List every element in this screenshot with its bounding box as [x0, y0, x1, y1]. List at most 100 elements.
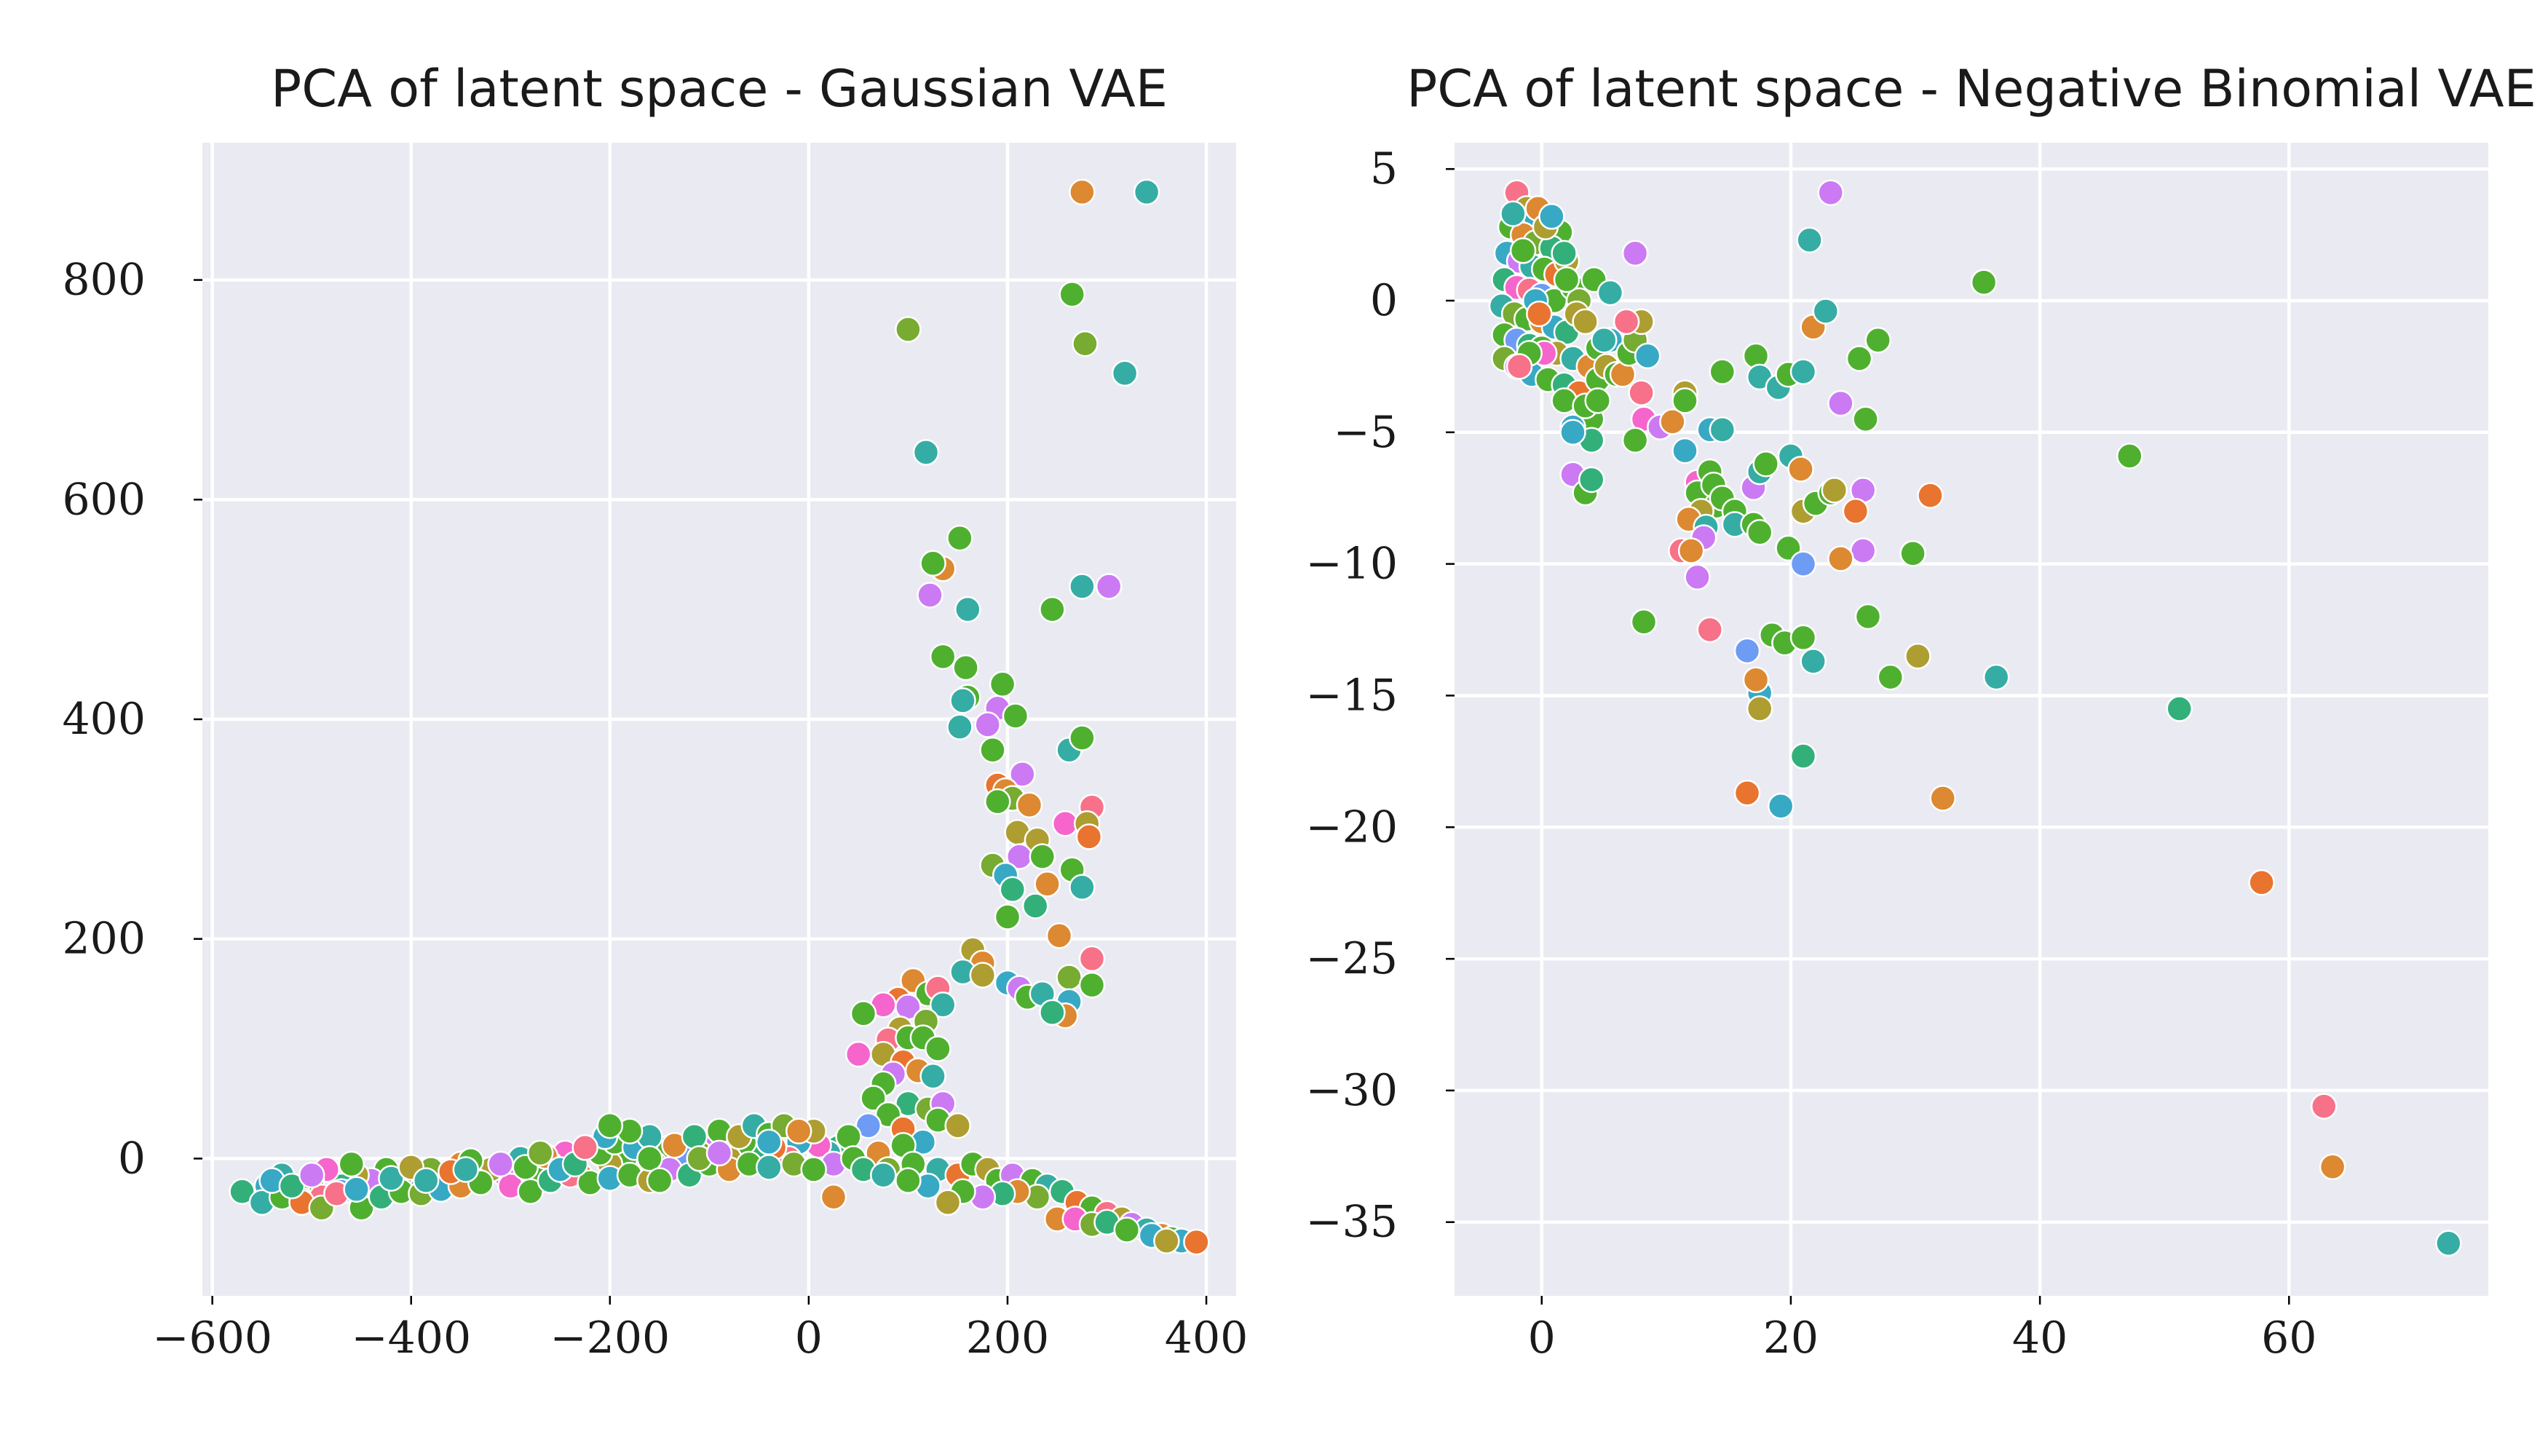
gaussian-vae-x-tick-label: 200 [966, 1313, 1050, 1364]
negative-binomial-vae-y-tick-label: 0 [1370, 275, 1398, 326]
negative-binomial-vae-scatter-point [1789, 358, 1817, 385]
negative-binomial-vae-scatter-point [1526, 300, 1553, 328]
negative-binomial-vae-scatter-point [1634, 342, 1661, 370]
negative-binomial-vae-x-tick-label: 40 [2012, 1313, 2068, 1364]
gaussian-vae-scatter-point [954, 596, 981, 623]
gaussian-vae-scatter-point [934, 1189, 962, 1216]
negative-binomial-vae-scatter-point [1845, 345, 1873, 372]
gaussian-vae-scatter-point [412, 1167, 440, 1194]
negative-binomial-vae-x-tick-label: 20 [1763, 1313, 1819, 1364]
negative-binomial-vae-grid [1455, 143, 2488, 1296]
negative-binomial-vae-scatter-point [1559, 419, 1586, 446]
negative-binomial-vae-scatter-point [1849, 537, 1877, 564]
gaussian-vae-scatter-point [1056, 964, 1083, 991]
negative-binomial-vae-scatter-point [1709, 358, 1736, 385]
negative-binomial-vae-scatter-point [1789, 624, 1817, 652]
negative-binomial-vae-scatter-point [1506, 353, 1533, 380]
gaussian-vae-y-tick-label: 800 [62, 255, 146, 306]
gaussian-vae-scatter-point [999, 876, 1026, 903]
gaussian-vae-scatter-point [487, 1150, 514, 1178]
negative-binomial-vae-scatter-point [1917, 482, 1944, 509]
gaussian-vae-scatter-point [1069, 724, 1096, 751]
gaussian-vae-scatter-point [1078, 971, 1106, 999]
negative-binomial-vae-scatter-point [1551, 240, 1578, 267]
gaussian-vae-scatter-point [1078, 945, 1106, 973]
gaussian-vae-grid [202, 143, 1236, 1296]
gaussian-vae-scatter-point [855, 1112, 882, 1139]
negative-binomial-vae-scatter-point [2248, 869, 2275, 896]
negative-binomial-vae-scatter-point [1842, 498, 1870, 525]
negative-binomial-vae-scatter-point [1982, 663, 2010, 691]
gaussian-vae-scatter-point [979, 736, 1006, 764]
gaussian-vae-scatter-point [929, 991, 957, 1018]
gaussian-vae-y-tick-label: 0 [118, 1133, 146, 1184]
negative-binomial-vae-scatter-point [2116, 443, 2143, 470]
gaussian-vae-scatter-point [860, 1085, 887, 1112]
negative-binomial-vae-y-tick-label: −35 [1305, 1197, 1398, 1248]
gaussian-vae-scatter-point [1069, 874, 1096, 901]
negative-binomial-vae-scatter-point [1597, 279, 1624, 306]
negative-binomial-vae-title: PCA of latent space - Negative Binomial … [1406, 59, 2536, 119]
gaussian-vae-scatter-point [343, 1176, 370, 1203]
gaussian-vae-scatter-point [338, 1150, 365, 1178]
gaussian-vae-scatter-point [1113, 1216, 1141, 1243]
gaussian-vae-scatter-point [1111, 360, 1139, 387]
negative-binomial-vae-scatter-point [1591, 326, 1618, 354]
gaussian-vae-scatter-point [870, 1161, 897, 1189]
gaussian-vae-scatter-point [929, 643, 957, 670]
gaussian-vae-scatter-point [949, 687, 976, 714]
negative-binomial-vae-scatter-point [1970, 269, 1998, 296]
gaussian-vae-scatter-point [850, 1000, 877, 1027]
gaussian-vae-scatter-point [952, 654, 979, 681]
gaussian-vae-scatter-point [636, 1145, 663, 1172]
gaussian-vae-scatter-point [989, 670, 1016, 697]
negative-binomial-vae-scatter-point [1733, 637, 1761, 665]
gaussian-vae-x-tick-label: −400 [351, 1313, 471, 1364]
gaussian-vae-scatter-point [917, 582, 943, 609]
gaussian-vae-scatter-point [800, 1156, 827, 1183]
gaussian-vae-scatter-point [1002, 703, 1029, 729]
negative-binomial-vae-scatter-point [1812, 298, 1840, 325]
negative-binomial-vae-x-tick-label: 60 [2261, 1313, 2316, 1364]
negative-binomial-vae-scatter-point [1827, 545, 1854, 572]
negative-binomial-vae-scatter-point [1628, 379, 1655, 406]
gaussian-vae-scatter-point [919, 550, 946, 577]
gaussian-vae-scatter-point [984, 788, 1011, 815]
gaussian-vae-scatter-point [298, 1161, 325, 1189]
negative-binomial-vae-scatter-point [1767, 793, 1795, 820]
negative-binomial-vae-scatter-point [1733, 780, 1761, 807]
negative-binomial-vae-y-tick-label: −20 [1305, 802, 1398, 852]
gaussian-vae-scatter-point [1039, 596, 1066, 623]
gaussian-vae-scatter-point [1069, 178, 1096, 206]
gaussian-vae-scatter-point [1034, 871, 1061, 898]
negative-binomial-vae-scatter-point [1572, 308, 1599, 336]
gaussian-vae-scatter-point [596, 1112, 624, 1139]
negative-binomial-vae-y-tick-label: −30 [1305, 1065, 1398, 1116]
gaussian-vae-scatter-point [1072, 330, 1099, 357]
gaussian-vae-scatter-point [1021, 893, 1049, 919]
negative-binomial-vae-y-tick-label: −10 [1305, 539, 1398, 590]
gaussian-vae-scatter-point [705, 1139, 733, 1167]
gaussian-vae-scatter-point [969, 962, 997, 989]
negative-binomial-vae-scatter-point [1899, 539, 1926, 567]
negative-binomial-vae-y-tick-label: −5 [1334, 407, 1398, 458]
gaussian-vae-scatter-point [756, 1154, 783, 1181]
negative-binomial-vae-scatter-point [1677, 537, 1705, 564]
gaussian-vae-title: PCA of latent space - Gaussian VAE [271, 59, 1168, 119]
negative-binomial-vae-scatter-point [1796, 226, 1823, 254]
gaussian-vae-scatter-point [1153, 1227, 1180, 1254]
negative-binomial-vae-scatter-point [1630, 608, 1658, 636]
gaussian-vae-scatter-point [1059, 280, 1085, 308]
gaussian-vae-scatter-point [1009, 761, 1036, 788]
gaussian-vae-scatter-point [895, 1167, 922, 1194]
negative-binomial-vae-scatter-point [1696, 616, 1723, 644]
gaussian-vae-scatter-point [229, 1178, 256, 1205]
negative-binomial-vae-x-tick-label: 0 [1528, 1313, 1556, 1364]
gaussian-vae-scatter-point [925, 1035, 951, 1062]
negative-binomial-vae-scatter-point [1904, 642, 1931, 670]
gaussian-vae-scatter-point [785, 1117, 812, 1144]
negative-binomial-vae-scatter-point [1538, 203, 1565, 230]
gaussian-vae-scatter-point [1039, 999, 1066, 1026]
gaussian-vae-scatter-point [646, 1167, 673, 1194]
